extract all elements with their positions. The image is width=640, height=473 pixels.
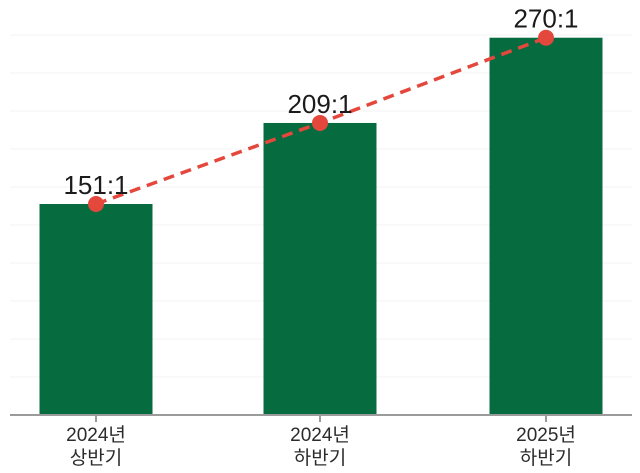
data-point (88, 196, 104, 213)
x-tick-label: 2024년 하반기 (290, 424, 350, 469)
x-tick-label: 2025년 하반기 (516, 424, 576, 469)
value-label: 209:1 (287, 89, 352, 119)
bar-3 (489, 37, 603, 416)
data-point (538, 29, 554, 46)
bar-1 (39, 204, 153, 415)
value-label: 270:1 (513, 4, 578, 34)
x-tick-label: 2024년 상반기 (66, 424, 126, 469)
data-point (312, 114, 328, 131)
value-label: 151:1 (63, 170, 128, 200)
bar-2 (263, 122, 377, 416)
